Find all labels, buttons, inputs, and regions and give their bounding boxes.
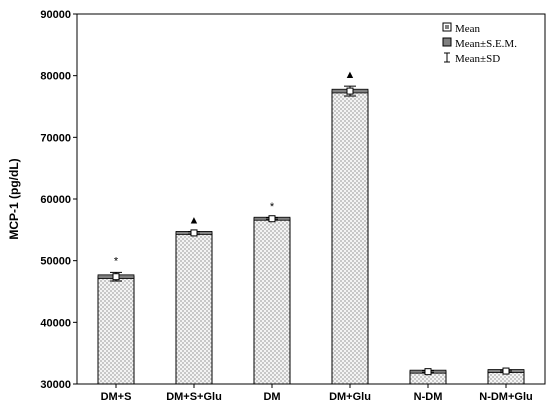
x-tick-label: DM+S+Glu bbox=[166, 391, 222, 403]
y-axis: 30000 40000 50000 60000 70000 80000 90000 bbox=[40, 9, 77, 391]
bar-DM+S bbox=[97, 276, 135, 385]
x-tick-label: N-DM+Glu bbox=[479, 391, 532, 403]
x-tick-label: DM+Glu bbox=[329, 391, 371, 403]
mean-marker bbox=[112, 273, 120, 281]
y-axis-label: MCP-1 (pg/dL) bbox=[7, 158, 21, 239]
significance-marker: * bbox=[270, 201, 275, 213]
mean-marker bbox=[502, 367, 510, 375]
y-tick-label: 50000 bbox=[40, 256, 71, 268]
mean-marker bbox=[424, 368, 432, 376]
legend: Mean Mean±S.E.M. Mean±SD bbox=[442, 22, 517, 65]
legend-mean-dot bbox=[445, 25, 449, 29]
legend-entry-label: Mean±S.E.M. bbox=[455, 38, 517, 50]
x-tick-label: DM bbox=[263, 391, 280, 403]
mean-marker bbox=[190, 229, 198, 237]
y-tick-label: 30000 bbox=[40, 379, 71, 391]
mean-marker bbox=[346, 87, 354, 95]
y-tick-label: 70000 bbox=[40, 132, 71, 144]
mean-marker bbox=[268, 215, 276, 223]
x-tick-label: DM+S bbox=[101, 391, 132, 403]
bar-DM bbox=[253, 218, 291, 385]
y-tick-label: 60000 bbox=[40, 194, 71, 206]
bar-DM+S+Glu bbox=[175, 232, 213, 385]
x-tick-label: N-DM bbox=[414, 391, 443, 403]
significance-marker: ▲ bbox=[345, 69, 356, 81]
legend-entry-label: Mean bbox=[455, 23, 481, 35]
legend-entry-label: Mean±SD bbox=[455, 53, 500, 65]
bar-DM+Glu bbox=[331, 90, 369, 385]
plot-frame bbox=[76, 13, 546, 385]
significance-marker: ▲ bbox=[189, 215, 200, 227]
y-tick-label: 80000 bbox=[40, 71, 71, 83]
bars: * ▲ * ▲ bbox=[97, 69, 525, 385]
legend-sem-swatch bbox=[442, 37, 452, 47]
significance-marker: * bbox=[114, 255, 119, 267]
y-tick-label: 40000 bbox=[40, 317, 71, 329]
x-axis: DM+S DM+S+Glu DM DM+Glu N-DM N-DM+Glu bbox=[101, 384, 533, 403]
y-tick-label: 90000 bbox=[40, 9, 71, 21]
